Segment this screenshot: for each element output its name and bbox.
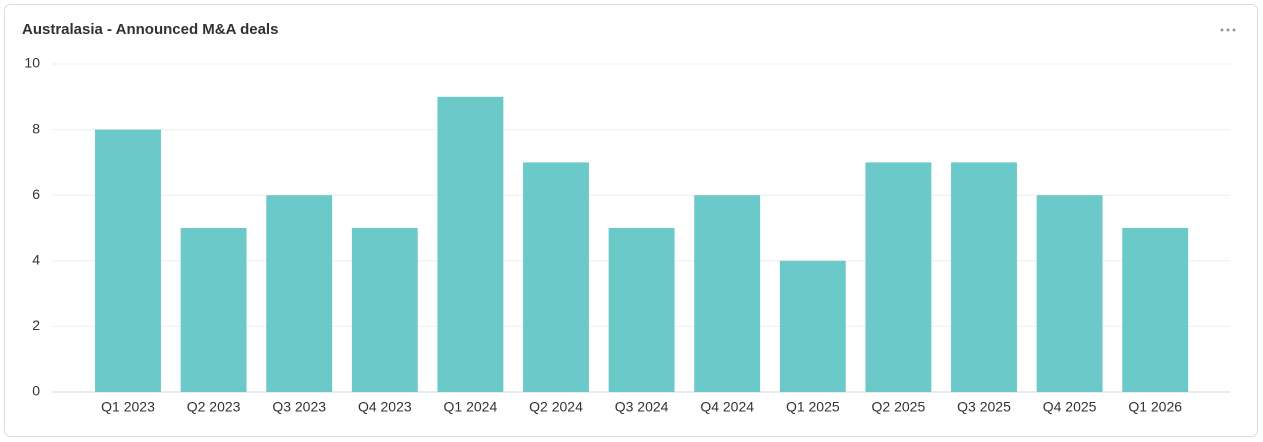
- x-tick-label: Q2 2025: [872, 399, 926, 415]
- y-tick-label: 8: [32, 120, 40, 136]
- x-tick-label: Q1 2023: [101, 399, 155, 415]
- x-tick-label: Q3 2023: [272, 399, 326, 415]
- bar: [95, 129, 161, 392]
- bar: [266, 195, 333, 392]
- bar: [951, 162, 1017, 392]
- x-tick-label: Q4 2024: [700, 399, 754, 415]
- bar: [351, 228, 418, 392]
- x-tick-label: Q3 2025: [957, 399, 1011, 415]
- x-tick-label: Q4 2023: [358, 399, 412, 415]
- bar: [694, 195, 761, 392]
- y-tick-label: 0: [32, 383, 40, 399]
- y-tick-label: 4: [32, 252, 40, 268]
- chart-title: Australasia - Announced M&A deals: [22, 21, 278, 38]
- x-tick-label: Q1 2026: [1128, 399, 1182, 415]
- x-tick-label: Q4 2025: [1043, 399, 1097, 415]
- bar: [1122, 228, 1189, 392]
- x-tick-label: Q2 2024: [529, 399, 583, 415]
- bar: [608, 228, 675, 392]
- bar: [180, 228, 247, 392]
- more-menu[interactable]: [1220, 28, 1236, 32]
- x-tick-label: Q1 2025: [786, 399, 840, 415]
- x-tick-label: Q2 2023: [187, 399, 241, 415]
- y-tick-label: 10: [24, 55, 40, 71]
- bar: [437, 96, 504, 393]
- bar: [779, 260, 846, 392]
- y-tick-label: 2: [32, 317, 40, 333]
- bar: [1036, 195, 1103, 392]
- bar: [523, 162, 589, 392]
- y-tick-label: 6: [32, 186, 40, 202]
- bar: [865, 162, 932, 392]
- x-tick-label: Q1 2024: [444, 399, 498, 415]
- x-tick-label: Q3 2024: [615, 399, 669, 415]
